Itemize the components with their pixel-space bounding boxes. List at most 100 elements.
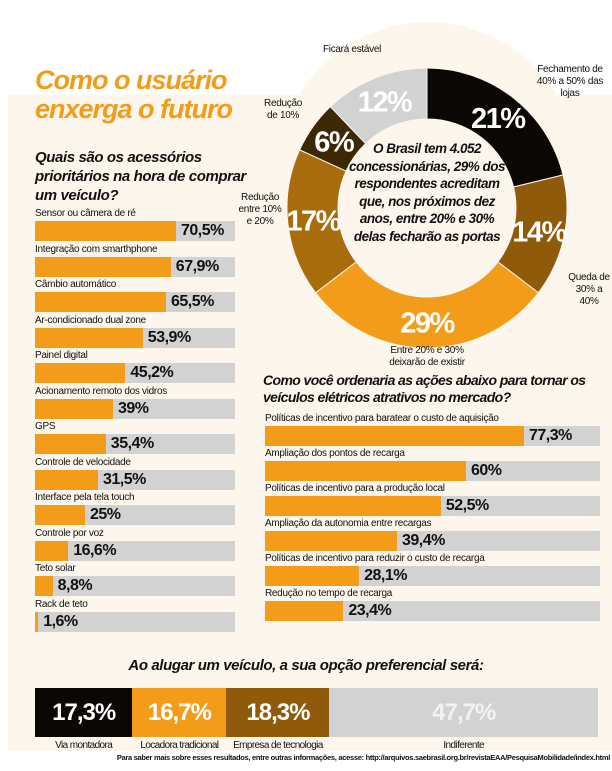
bar-row: Integração com smarthphone 67,9% xyxy=(35,243,235,277)
segment-label: Locadora tradicional xyxy=(140,740,219,751)
bar-row: Teto solar 8,8% xyxy=(35,562,235,596)
bar-label: Controle de velocidade xyxy=(35,456,131,468)
stacked-segment: 47,7% Indiferente xyxy=(329,688,598,751)
bar-label: Câmbio automático xyxy=(35,279,117,290)
bar-fill xyxy=(35,576,53,596)
bar-value: 53,9% xyxy=(147,328,191,346)
page-title: Como o usuário enxerga o futuro xyxy=(35,65,233,124)
bar-label: Rack de teto xyxy=(35,598,88,610)
bar-fill xyxy=(35,398,113,419)
donut-slice-value: 6% xyxy=(314,127,355,159)
bar-value: 1,6% xyxy=(43,612,78,630)
bar-fill xyxy=(35,540,69,561)
bar-fill xyxy=(35,327,143,348)
segment-value: 47,7% xyxy=(432,698,496,726)
bar-track: 35,4% xyxy=(35,434,235,454)
title-line-1: Como o usuário xyxy=(35,65,228,95)
stacked-segment: 18,3% Empresa de tecnologia xyxy=(226,688,330,751)
bar-row: Ar-condicionado dual zone 53,9% xyxy=(35,314,235,348)
donut-slice-value: 14% xyxy=(512,216,567,248)
segment-value: 17,3% xyxy=(52,698,116,726)
bar-fill xyxy=(35,611,39,632)
bar-value: 35,4% xyxy=(110,435,154,452)
bar-track: 8,8% xyxy=(35,576,235,596)
bar-row: Redução no tempo de recarga 23,4% xyxy=(265,587,600,621)
bar-label: Ar-condicionado dual zone xyxy=(35,314,146,326)
bar-label: Interface pela tela touch xyxy=(35,492,135,503)
bar-label: Políticas de incentivo para a produção l… xyxy=(265,483,445,494)
donut-slice-label: Ficará estável xyxy=(322,44,382,55)
bar-track: 25% xyxy=(35,505,235,525)
bar-fill xyxy=(265,601,344,621)
bar-value: 45,2% xyxy=(130,364,174,381)
bar-row: Controle de velocidade 31,5% xyxy=(35,456,235,490)
donut-slice-value: 12% xyxy=(358,87,413,119)
bar-track: 16,6% xyxy=(35,540,235,561)
segment-value: 18,3% xyxy=(246,698,310,726)
bar-track: 45,2% xyxy=(35,363,235,383)
donut-slice-value: 17% xyxy=(286,206,341,238)
stacked-segment: 17,3% Via montadora xyxy=(35,688,133,751)
bar-fill xyxy=(35,256,171,277)
bar-track: 77,3% xyxy=(265,426,600,446)
bar-row: Controle por voz 16,6% xyxy=(35,527,235,561)
bar-value: 31,5% xyxy=(103,470,146,488)
bar-label: Políticas de incentivo para reduzir o cu… xyxy=(265,553,485,564)
bar-value: 52,5% xyxy=(445,497,489,514)
bar-track: 23,4% xyxy=(265,601,600,621)
bar-value: 65,5% xyxy=(171,293,214,310)
bar-track: 39,4% xyxy=(265,531,600,551)
donut-center-text: O Brasil tem 4.052 concessionárias, 29% … xyxy=(348,141,506,244)
donut-slice-label: Redução de 10% xyxy=(264,98,302,121)
bar-value: 25% xyxy=(90,506,121,523)
bar-track: 39% xyxy=(35,398,235,419)
bar-fill xyxy=(265,496,441,516)
bar-fill xyxy=(35,469,98,490)
bar-label: GPS xyxy=(35,421,56,432)
bar-label: Políticas de incentivo para baratear o c… xyxy=(265,413,499,424)
bar-value: 77,3% xyxy=(528,427,572,444)
bar-track: 60% xyxy=(265,461,600,481)
bar-fill xyxy=(265,566,360,586)
ev-question: Como você ordenaria as ações abaixo para… xyxy=(263,372,586,405)
segment-label: Empresa de tecnologia xyxy=(233,740,323,751)
donut-slice-label: Redução entre 10% e 20% xyxy=(238,192,282,227)
bar-label: Ampliação da autonomia entre recargas xyxy=(265,518,432,529)
bar-value: 8,8% xyxy=(57,577,93,594)
bar-fill xyxy=(35,505,85,525)
bar-fill xyxy=(35,434,106,454)
bar-row: Ampliação dos pontos de recarga 60% xyxy=(265,447,600,481)
bar-track: 1,6% xyxy=(35,611,235,632)
bar-fill xyxy=(265,461,466,481)
bar-row: Interface pela tela touch 25% xyxy=(35,491,235,525)
bar-fill xyxy=(265,426,524,446)
accessories-question: Quais são os acessórios prioritários na … xyxy=(35,149,246,204)
donut-slice-label: Fechamento de 40% a 50% das lojas xyxy=(536,64,604,99)
donut-slice-value: 21% xyxy=(471,103,526,135)
title-line-2: enxerga o futuro xyxy=(35,94,233,124)
bar-fill xyxy=(35,221,176,241)
segment-label: Via montadora xyxy=(55,740,113,751)
segment-label: Indiferente xyxy=(443,740,485,751)
bar-row: Políticas de incentivo para reduzir o cu… xyxy=(265,552,600,586)
bar-label: Teto solar xyxy=(35,563,76,574)
bar-row: Painel digital 45,2% xyxy=(35,349,235,383)
donut-slice-label: Queda de 30% a 40% xyxy=(568,272,610,307)
donut-slice-label: Entre 20% e 30% deixarão de existir xyxy=(389,345,465,368)
bar-value: 39,4% xyxy=(401,532,445,549)
bar-value: 16,6% xyxy=(73,541,117,559)
donut-slice xyxy=(329,67,428,145)
bar-value: 39% xyxy=(118,399,149,417)
bar-label: Ampliação dos pontos de recarga xyxy=(265,448,405,459)
bar-track: 53,9% xyxy=(35,327,235,348)
bar-label: Painel digital xyxy=(35,350,88,361)
bar-label: Acionamento remoto dos vidros xyxy=(35,385,167,397)
segment-value: 16,7% xyxy=(147,698,212,726)
bar-row: Sensor ou câmera de ré 70,5% xyxy=(35,207,235,241)
bar-track: 70,5% xyxy=(35,221,235,241)
bar-value: 60% xyxy=(471,462,502,479)
footer-note: Para saber mais sobre esses resultados, … xyxy=(116,753,610,762)
bar-value: 67,9% xyxy=(175,257,219,275)
bar-track: 67,9% xyxy=(35,256,235,277)
